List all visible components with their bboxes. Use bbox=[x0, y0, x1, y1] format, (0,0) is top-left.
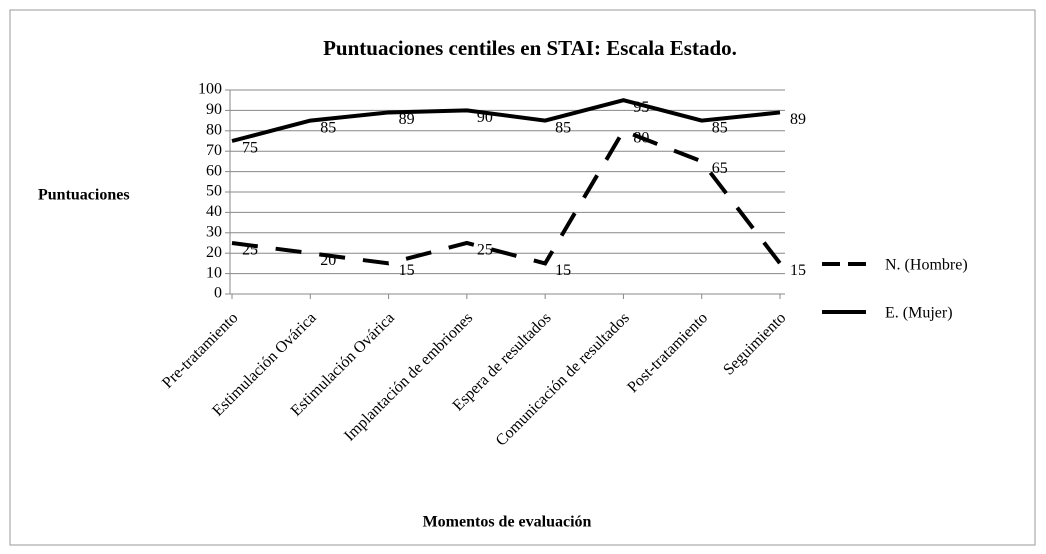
y-tick-label: 40 bbox=[206, 203, 222, 220]
data-label: 85 bbox=[712, 119, 728, 136]
data-label: 20 bbox=[320, 252, 336, 269]
y-tick-label: 10 bbox=[206, 264, 222, 281]
data-label: 25 bbox=[242, 242, 258, 259]
data-label: 25 bbox=[477, 242, 493, 259]
data-label: 89 bbox=[399, 111, 415, 128]
y-tick-label: 100 bbox=[198, 81, 222, 98]
y-tick-label: 20 bbox=[206, 244, 222, 261]
y-tick-label: 90 bbox=[206, 101, 222, 118]
legend-label: N. (Hombre) bbox=[885, 257, 968, 274]
data-label: 95 bbox=[633, 99, 649, 116]
data-label: 75 bbox=[242, 140, 258, 157]
series-line bbox=[231, 98, 781, 143]
data-label: 85 bbox=[555, 119, 571, 136]
y-axis-title: Puntuaciones bbox=[38, 187, 130, 204]
y-tick-label: 60 bbox=[206, 162, 222, 179]
data-label: 15 bbox=[399, 262, 415, 279]
y-tick-label: 50 bbox=[206, 183, 222, 200]
y-tick-label: 80 bbox=[206, 121, 222, 138]
y-tick-label: 30 bbox=[206, 223, 222, 240]
data-label: 85 bbox=[320, 119, 336, 136]
legend-label: E. (Mujer) bbox=[885, 305, 953, 322]
data-label: 90 bbox=[477, 109, 493, 126]
y-tick-label: 70 bbox=[206, 142, 222, 159]
data-label: 65 bbox=[712, 160, 728, 177]
y-tick-label: 0 bbox=[214, 285, 222, 302]
data-label: 80 bbox=[633, 129, 649, 146]
data-label: 89 bbox=[790, 111, 806, 128]
chart-border bbox=[9, 9, 1036, 546]
x-axis-title: Momentos de evaluación bbox=[423, 514, 592, 531]
series-line bbox=[231, 128, 782, 266]
chart-title: Puntuaciones centiles en STAI: Escala Es… bbox=[323, 36, 737, 60]
data-label: 15 bbox=[555, 262, 571, 279]
data-label: 15 bbox=[790, 262, 806, 279]
